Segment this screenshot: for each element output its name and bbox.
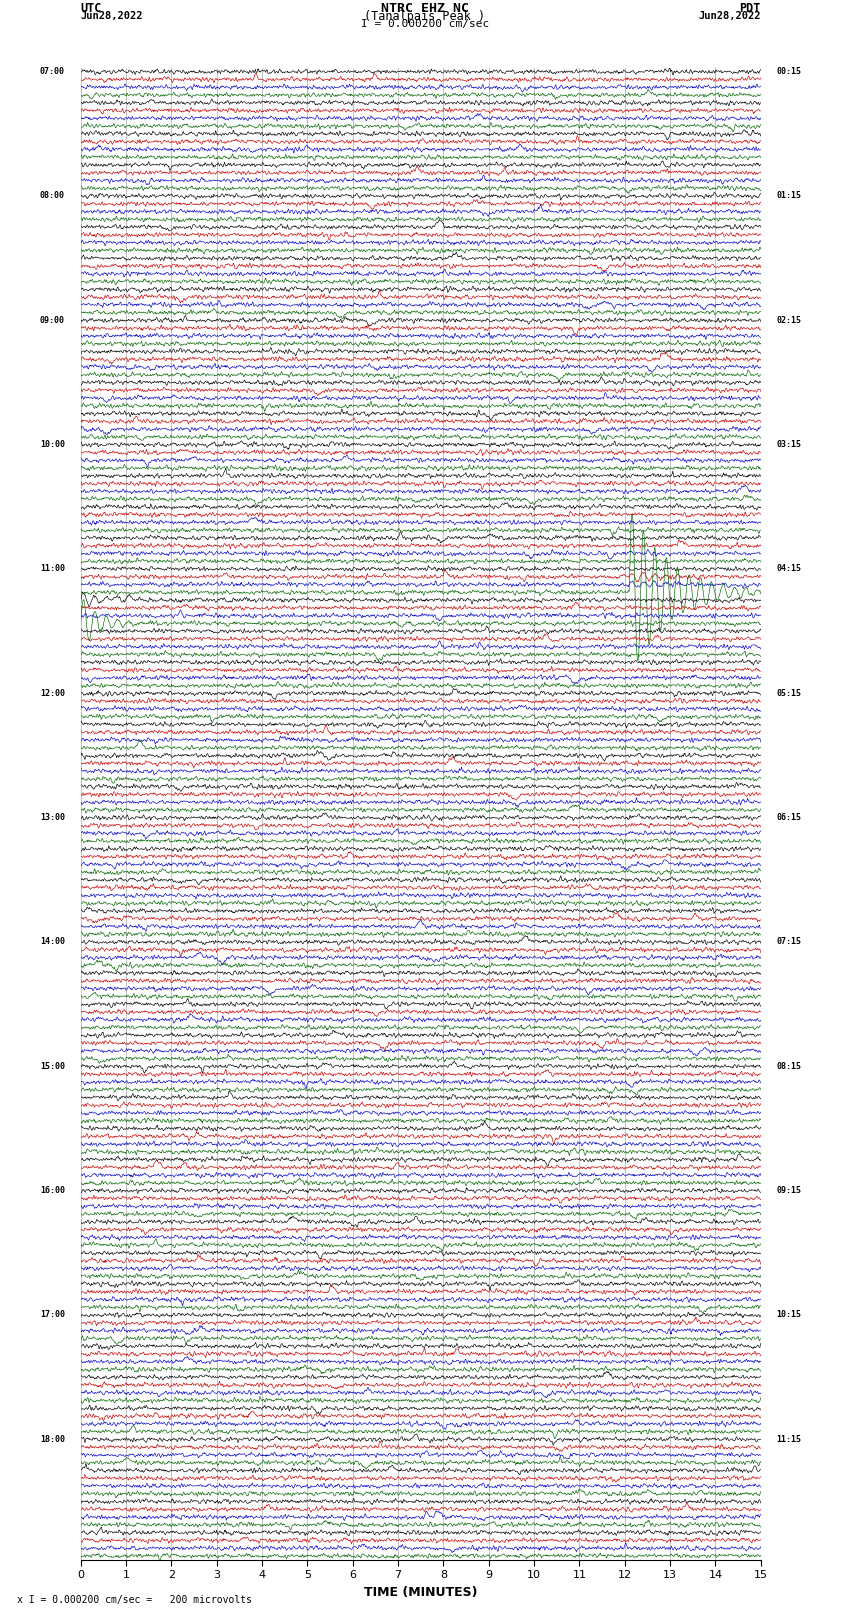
- Text: 01:15: 01:15: [777, 192, 802, 200]
- Text: 05:15: 05:15: [777, 689, 802, 698]
- Text: 14:00: 14:00: [40, 937, 65, 947]
- Text: Jun28,2022: Jun28,2022: [81, 11, 144, 21]
- Text: I = 0.000200 cm/sec: I = 0.000200 cm/sec: [361, 18, 489, 29]
- Text: 13:00: 13:00: [40, 813, 65, 823]
- Text: 17:00: 17:00: [40, 1310, 65, 1319]
- Text: 00:15: 00:15: [777, 68, 802, 76]
- Text: 18:00: 18:00: [40, 1436, 65, 1444]
- Text: 09:00: 09:00: [40, 316, 65, 324]
- Text: 04:15: 04:15: [777, 565, 802, 574]
- Text: 09:15: 09:15: [777, 1186, 802, 1195]
- Text: (Tanalpais Peak ): (Tanalpais Peak ): [365, 11, 485, 24]
- Text: PDT: PDT: [740, 3, 761, 16]
- Text: 06:15: 06:15: [777, 813, 802, 823]
- Text: 02:15: 02:15: [777, 316, 802, 324]
- Text: 08:00: 08:00: [40, 192, 65, 200]
- Text: 16:00: 16:00: [40, 1186, 65, 1195]
- Text: 03:15: 03:15: [777, 440, 802, 448]
- Text: NTRC EHZ NC: NTRC EHZ NC: [381, 3, 469, 16]
- Text: 10:00: 10:00: [40, 440, 65, 448]
- Text: 12:00: 12:00: [40, 689, 65, 698]
- Text: 11:00: 11:00: [40, 565, 65, 574]
- Text: 07:15: 07:15: [777, 937, 802, 947]
- Text: x I = 0.000200 cm/sec =   200 microvolts: x I = 0.000200 cm/sec = 200 microvolts: [17, 1595, 252, 1605]
- X-axis label: TIME (MINUTES): TIME (MINUTES): [364, 1586, 478, 1598]
- Text: Jun28,2022: Jun28,2022: [698, 11, 761, 21]
- Text: 15:00: 15:00: [40, 1061, 65, 1071]
- Text: UTC: UTC: [81, 3, 102, 16]
- Text: 11:15: 11:15: [777, 1436, 802, 1444]
- Text: 07:00: 07:00: [40, 68, 65, 76]
- Text: 08:15: 08:15: [777, 1061, 802, 1071]
- Text: 10:15: 10:15: [777, 1310, 802, 1319]
